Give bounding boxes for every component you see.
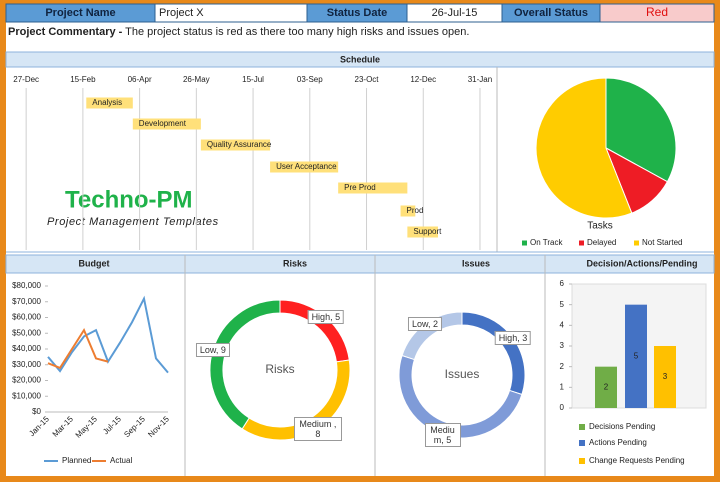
header-label: Status Date bbox=[327, 7, 388, 19]
y-tick-label: $30,000 bbox=[12, 360, 41, 369]
data-label: High, 5 bbox=[307, 310, 345, 325]
x-tick-label: 06-Apr bbox=[128, 75, 152, 84]
gantt-bar bbox=[407, 226, 439, 238]
legend-swatch bbox=[579, 240, 584, 246]
bar bbox=[625, 304, 647, 408]
x-tick-label: 31-Jan bbox=[468, 75, 492, 84]
header-value: 26-Jul-15 bbox=[432, 7, 478, 19]
task-label: User Acceptance bbox=[276, 162, 337, 171]
legend-label: Change Requests Pending bbox=[589, 456, 685, 465]
header-value: Red bbox=[646, 5, 668, 19]
task-label: Analysis bbox=[92, 98, 122, 107]
commentary-text: The project status is red as there too m… bbox=[125, 26, 469, 38]
gantt-bar bbox=[400, 205, 416, 217]
y-tick-label: $50,000 bbox=[12, 328, 41, 337]
x-tick-label: 23-Oct bbox=[355, 75, 380, 84]
legend-swatch bbox=[579, 424, 585, 430]
legend-label: Actions Pending bbox=[589, 438, 647, 447]
x-tick-label: 15-Jul bbox=[242, 75, 264, 84]
header-value: Project X bbox=[159, 7, 204, 19]
schedule-header bbox=[5, 51, 715, 68]
logo-subtitle: Project Management Templates bbox=[47, 216, 219, 228]
header-label: Overall Status bbox=[514, 7, 588, 19]
x-tick-label: 03-Sep bbox=[297, 75, 323, 84]
data-label: Medium, 5 bbox=[424, 422, 461, 447]
pie-slice bbox=[605, 77, 677, 183]
legend-label: Decisions Pending bbox=[589, 422, 655, 431]
y-tick-label: $60,000 bbox=[12, 313, 41, 322]
y-tick-label: $0 bbox=[32, 407, 41, 416]
legend-swatch bbox=[579, 458, 585, 464]
data-label: 3 bbox=[663, 372, 668, 381]
chart-title: Decision/Actions/Pending bbox=[586, 258, 697, 268]
x-tick-label: 15-Feb bbox=[70, 75, 96, 84]
y-tick-label: $40,000 bbox=[12, 344, 41, 353]
y-tick-label: $80,000 bbox=[12, 281, 41, 290]
chart-title: Schedule bbox=[340, 54, 380, 64]
legend-swatch bbox=[522, 240, 527, 246]
donut-segment bbox=[401, 311, 463, 361]
chart-title: Tasks bbox=[587, 221, 613, 232]
task-label: Prod bbox=[407, 206, 424, 215]
logo-title: Techno-PM bbox=[65, 186, 193, 213]
y-tick-label: 6 bbox=[560, 279, 565, 288]
data-label: Low, 9 bbox=[195, 343, 230, 358]
donut-segment bbox=[209, 299, 281, 430]
legend-label: On Track bbox=[530, 238, 563, 247]
gantt-bar bbox=[338, 182, 408, 194]
x-tick-label: 26-May bbox=[183, 75, 210, 84]
chart-title: Budget bbox=[79, 258, 110, 268]
task-label: Support bbox=[413, 227, 442, 236]
task-label: Pre Prod bbox=[344, 183, 376, 192]
y-tick-label: $70,000 bbox=[12, 297, 41, 306]
donut-center-label: Risks bbox=[265, 362, 294, 376]
chart-title: Risks bbox=[283, 258, 307, 268]
pie-slice bbox=[535, 77, 633, 219]
y-tick-label: 5 bbox=[560, 300, 565, 309]
commentary: Project Commentary - The project status … bbox=[8, 26, 469, 38]
y-tick-label: $10,000 bbox=[12, 391, 41, 400]
bar bbox=[595, 366, 617, 408]
y-tick-label: 0 bbox=[560, 403, 565, 412]
task-label: Development bbox=[139, 119, 187, 128]
data-label: High, 3 bbox=[494, 330, 532, 345]
y-tick-label: $20,000 bbox=[12, 376, 41, 385]
gantt-bar bbox=[132, 118, 201, 130]
bar bbox=[654, 346, 676, 408]
x-tick-label: 27-Dec bbox=[13, 75, 39, 84]
section-header bbox=[5, 254, 715, 274]
chart-title: Issues bbox=[462, 258, 490, 268]
legend-swatch bbox=[579, 440, 585, 446]
task-label: Quality Assurance bbox=[207, 140, 272, 149]
data-label: Medium , 8 bbox=[293, 416, 342, 441]
legend-label: Planned bbox=[62, 456, 91, 465]
gantt-bar bbox=[86, 97, 133, 109]
y-tick-label: 2 bbox=[560, 362, 565, 371]
header-label: Project Name bbox=[45, 7, 115, 19]
legend-swatch bbox=[634, 240, 639, 246]
y-tick-label: 3 bbox=[560, 341, 565, 350]
data-label: Low, 2 bbox=[407, 317, 442, 332]
legend-label: Actual bbox=[110, 456, 132, 465]
x-tick-label: 12-Dec bbox=[410, 75, 436, 84]
y-tick-label: 1 bbox=[560, 382, 565, 391]
commentary-label: Project Commentary - bbox=[8, 26, 123, 38]
line-series bbox=[47, 327, 109, 370]
gantt-bar bbox=[270, 161, 339, 173]
data-label: 2 bbox=[604, 382, 609, 391]
legend-label: Delayed bbox=[587, 238, 616, 247]
data-label: 5 bbox=[634, 351, 639, 360]
y-tick-label: 4 bbox=[560, 320, 565, 329]
legend-label: Not Started bbox=[642, 238, 682, 247]
donut-center-label: Issues bbox=[445, 367, 480, 381]
gantt-bar bbox=[200, 139, 271, 151]
header-value-cell bbox=[599, 3, 715, 23]
